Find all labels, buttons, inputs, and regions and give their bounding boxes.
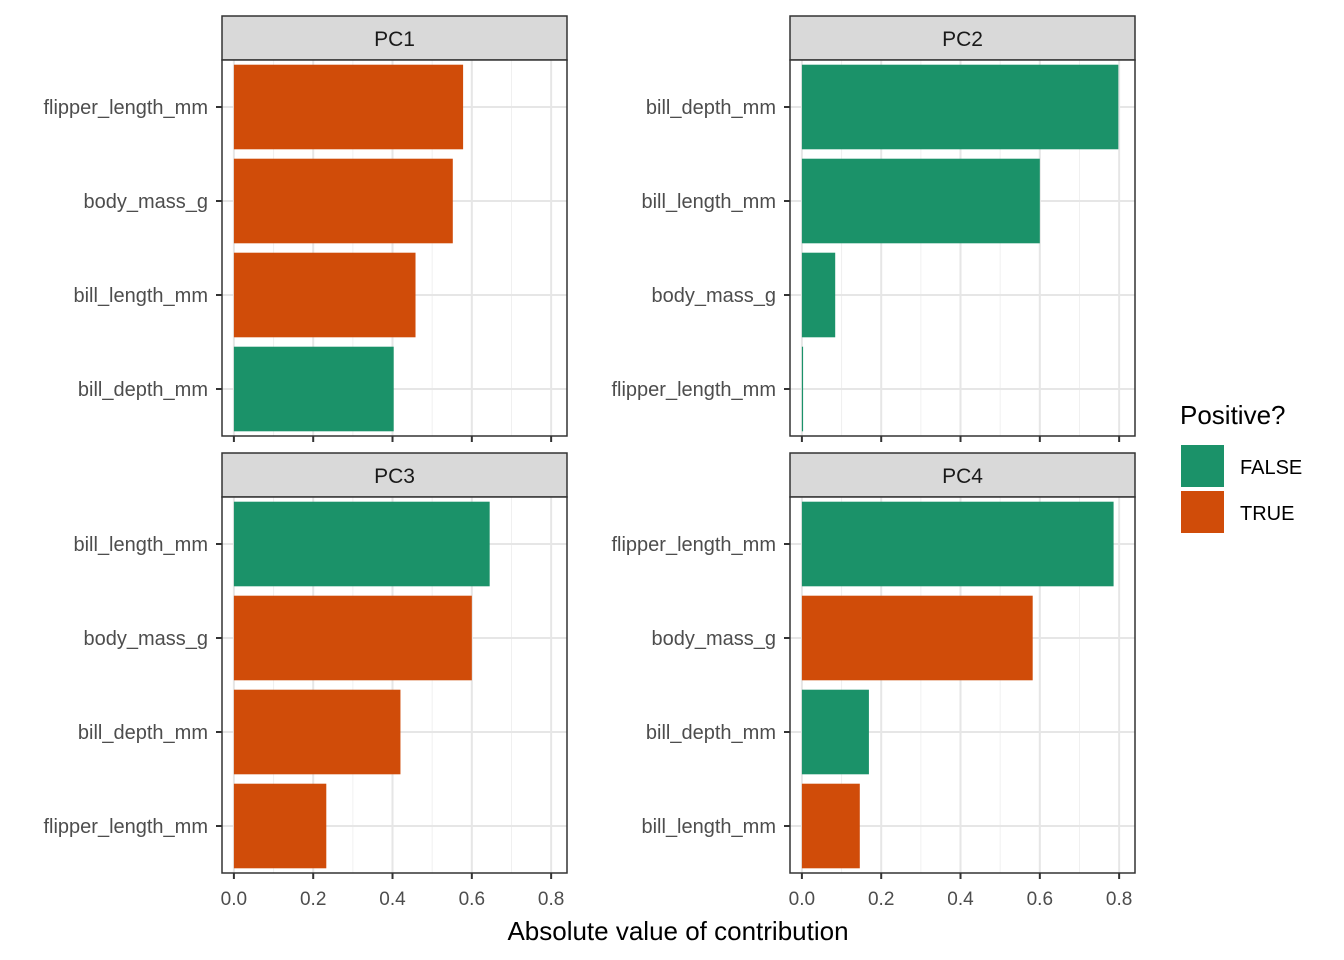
bar-pc2-bill-length-mm: [801, 158, 1040, 244]
x-tick-label: 0.4: [379, 889, 406, 910]
facet-panels: PC1 flipper_length_mm body_mass_g bill_leng…: [43, 15, 1136, 910]
x-tick-label: 0.6: [1027, 889, 1053, 910]
panel-border: [221, 59, 568, 437]
x-axis-title: Absolute value of contribution: [507, 916, 848, 946]
category-label: bill_length_mm: [641, 816, 776, 838]
x-tick-label: 0.0: [221, 889, 247, 910]
category-label: bill_length_mm: [641, 191, 776, 213]
x-tick-label: 0.4: [947, 889, 974, 910]
legend-swatch-false: [1181, 445, 1224, 487]
category-label: bill_depth_mm: [78, 379, 208, 401]
x-tick-label: 0.8: [1106, 889, 1132, 910]
panel-border: [789, 59, 1136, 437]
category-label: bill_depth_mm: [646, 97, 776, 119]
bar-pc4-body-mass-g: [801, 595, 1033, 681]
category-label: flipper_length_mm: [611, 379, 776, 401]
bar-pc1-bill-length-mm: [233, 252, 416, 338]
bar-pc3-flipper-length-mm: [233, 783, 327, 869]
bar-pc1-body-mass-g: [233, 158, 453, 244]
category-label: body_mass_g: [651, 285, 776, 307]
x-tick-label: 0.0: [789, 889, 815, 910]
bar-pc4-bill-length-mm: [801, 783, 860, 869]
bar-pc2-flipper-length-mm: [801, 346, 804, 432]
category-label: body_mass_g: [83, 628, 208, 650]
x-tick-label: 0.8: [538, 889, 564, 910]
legend: Positive? FALSE TRUE: [1180, 400, 1302, 533]
strip-title-pc4: PC4: [942, 465, 983, 488]
category-label: body_mass_g: [651, 628, 776, 650]
bar-pc1-bill-depth-mm: [233, 346, 394, 432]
x-tick-label: 0.2: [300, 889, 326, 910]
bar-pc3-bill-depth-mm: [233, 689, 401, 775]
category-label: body_mass_g: [83, 191, 208, 213]
bar-pc2-bill-depth-mm: [801, 64, 1119, 150]
panel-border: [221, 496, 568, 874]
legend-title: Positive?: [1180, 400, 1286, 430]
x-tick-label: 0.2: [868, 889, 894, 910]
legend-label-false: FALSE: [1240, 457, 1302, 479]
panel-pc3: PC3 bill_length_mm body_mass_g bill_depth_m…: [43, 452, 568, 910]
strip-pc2: [789, 15, 1136, 61]
strip-pc1: [221, 15, 568, 61]
panel-border: [789, 496, 1136, 874]
legend-label-true: TRUE: [1240, 503, 1294, 525]
category-label: bill_length_mm: [73, 285, 208, 307]
strip-pc3: [221, 452, 568, 498]
panel-pc4: PC4 flipper_length_mm body_mass_g bill_dept…: [611, 452, 1136, 910]
category-label: bill_depth_mm: [78, 722, 208, 744]
bar-pc3-bill-length-mm: [233, 501, 490, 587]
category-label: flipper_length_mm: [43, 97, 208, 119]
bar-pc4-flipper-length-mm: [801, 501, 1114, 587]
legend-swatch-true: [1181, 491, 1224, 533]
panel-pc2: PC2 bill_depth_mm bill_length_mm body_mass_…: [611, 15, 1136, 442]
category-label: flipper_length_mm: [611, 534, 776, 556]
bar-pc1-flipper-length-mm: [233, 64, 464, 150]
category-label: bill_depth_mm: [646, 722, 776, 744]
strip-title-pc1: PC1: [374, 28, 415, 51]
category-label: flipper_length_mm: [43, 816, 208, 838]
strip-pc4: [789, 452, 1136, 498]
bar-pc3-body-mass-g: [233, 595, 472, 681]
category-label: bill_length_mm: [73, 534, 208, 556]
strip-title-pc2: PC2: [942, 28, 983, 51]
x-tick-label: 0.6: [459, 889, 485, 910]
bar-pc2-body-mass-g: [801, 252, 836, 338]
bar-pc4-bill-depth-mm: [801, 689, 869, 775]
strip-title-pc3: PC3: [374, 465, 415, 488]
panel-pc1: PC1 flipper_length_mm body_mass_g bill_leng…: [43, 15, 568, 442]
